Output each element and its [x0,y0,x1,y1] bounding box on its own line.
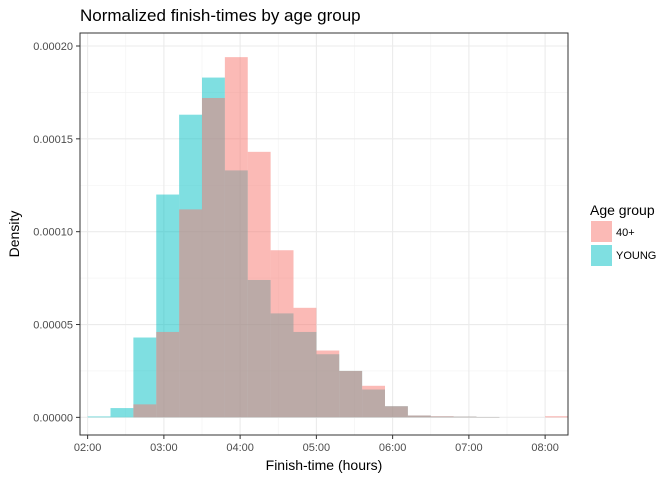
bar-40plus [339,370,363,418]
x-tick-label: 02:00 [74,442,102,454]
bar-40plus [270,250,294,418]
bar-40plus [316,350,340,418]
x-tick-label: 06:00 [379,442,407,454]
bar-young [110,408,134,418]
bar-40plus [453,416,477,418]
legend-label-40plus: 40+ [616,227,635,239]
legend-key-young [591,245,612,266]
bar-40plus [179,209,202,418]
y-tick-label: 0.00015 [33,134,73,146]
bar-40plus [133,404,157,418]
legend-title: Age group [590,202,655,218]
y-tick-label: 0.00010 [33,227,73,239]
bar-40plus [156,331,180,418]
plot-panel-border [79,32,569,436]
x-tick-label: 05:00 [303,442,331,454]
x-tick-label: 03:00 [150,442,178,454]
bar-young [133,337,157,418]
chart-title: Normalized finish-times by age group [80,6,361,25]
bar-40plus [545,416,568,418]
y-tick-label: 0.00020 [33,41,73,53]
legend-label-young: YOUNG [616,250,656,262]
gridlines [80,33,568,435]
bar-40plus [247,151,271,418]
legend-key-40plus [591,221,612,242]
bar-40plus [293,307,317,418]
x-tick-label: 07:00 [455,442,483,454]
bar-40plus [385,406,408,418]
series-40plus-bars [133,57,568,418]
y-axis: 0.00000 0.00005 0.00010 0.00015 0.00020 [33,41,80,424]
bar-40plus [407,415,431,418]
legend: Age group 40+ YOUNG [590,202,656,266]
y-tick-label: 0.00000 [33,412,73,424]
bar-40plus [202,97,225,418]
x-axis-title: Finish-time (hours) [266,457,383,473]
y-axis-title: Density [6,211,22,258]
x-tick-label: 04:00 [226,442,254,454]
bar-young [87,416,111,418]
y-tick-label: 0.00005 [33,320,73,332]
x-axis: 02:00 03:00 04:00 05:00 06:00 07:00 08:00 [74,435,559,454]
x-tick-label: 08:00 [531,442,559,454]
bar-40plus [362,385,385,418]
bar-40plus [224,57,248,418]
bar-40plus [430,416,454,418]
